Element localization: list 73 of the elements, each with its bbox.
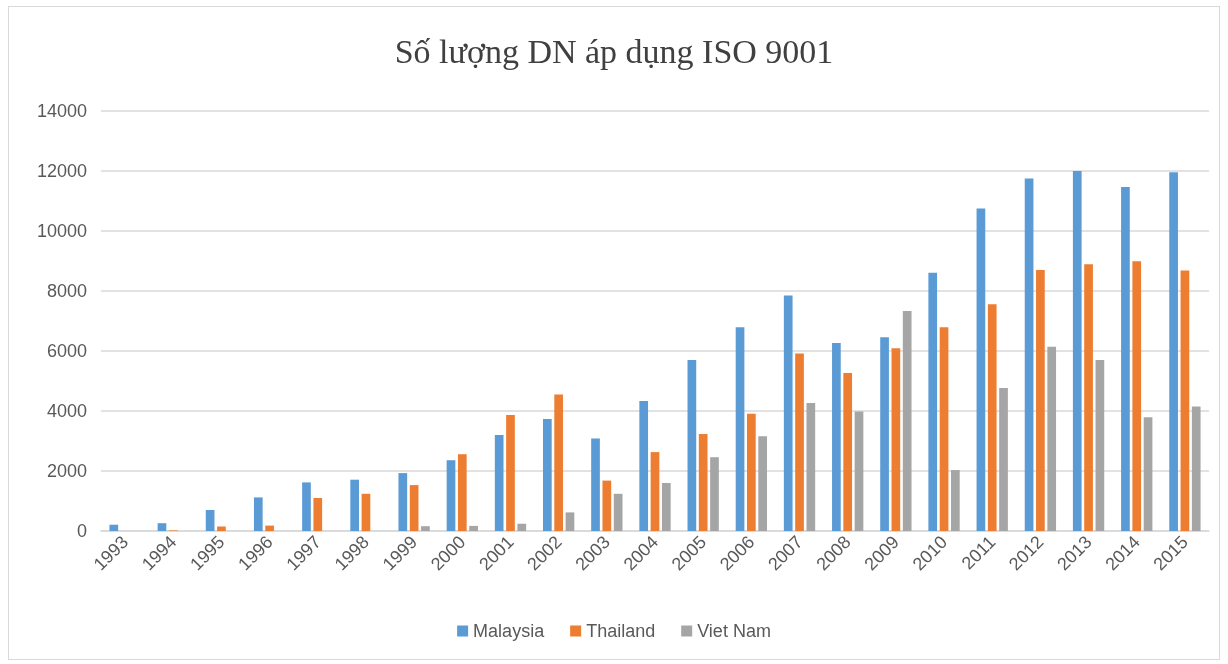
bar bbox=[302, 482, 311, 531]
bar bbox=[565, 512, 575, 531]
bar bbox=[832, 342, 841, 531]
y-tick-label: 6000 bbox=[46, 341, 87, 361]
bar bbox=[313, 498, 323, 531]
bar bbox=[1024, 178, 1034, 531]
bar bbox=[1121, 186, 1130, 531]
bar bbox=[350, 479, 359, 531]
bar bbox=[554, 394, 563, 531]
bar bbox=[843, 372, 853, 531]
bar bbox=[157, 523, 167, 531]
bar bbox=[361, 493, 371, 531]
bar bbox=[710, 457, 719, 531]
bar bbox=[661, 483, 671, 531]
bar bbox=[469, 525, 478, 531]
y-tick-label: 10000 bbox=[36, 221, 87, 241]
bar bbox=[783, 295, 793, 531]
bar bbox=[1143, 417, 1153, 531]
legend-label: Thailand bbox=[586, 621, 656, 641]
bar bbox=[446, 460, 456, 531]
bar bbox=[398, 473, 408, 531]
bar bbox=[880, 337, 889, 531]
bar bbox=[1169, 172, 1178, 531]
bar bbox=[987, 304, 997, 531]
bar bbox=[217, 526, 226, 531]
bar bbox=[687, 360, 697, 531]
bar bbox=[639, 401, 649, 531]
bar bbox=[854, 411, 864, 531]
bar bbox=[494, 435, 504, 531]
bar bbox=[591, 438, 600, 531]
bar bbox=[698, 434, 708, 531]
bar bbox=[891, 348, 901, 531]
bar bbox=[1047, 346, 1057, 531]
bar bbox=[758, 436, 767, 531]
bar bbox=[735, 327, 745, 531]
bar bbox=[999, 387, 1008, 531]
bar bbox=[613, 493, 623, 531]
bar bbox=[1072, 171, 1082, 531]
bar bbox=[421, 526, 430, 531]
bar bbox=[253, 497, 263, 531]
bar bbox=[928, 272, 938, 531]
bar bbox=[1084, 264, 1093, 531]
bar bbox=[602, 480, 612, 531]
y-tick-label: 14000 bbox=[36, 101, 87, 121]
bar bbox=[1095, 360, 1105, 531]
bar bbox=[1132, 261, 1142, 531]
y-tick-label: 4000 bbox=[46, 401, 87, 421]
bar bbox=[650, 452, 660, 531]
bar bbox=[457, 454, 467, 531]
bar bbox=[517, 523, 527, 531]
y-tick-label: 8000 bbox=[46, 281, 87, 301]
bar bbox=[747, 413, 756, 531]
bar bbox=[543, 419, 552, 531]
bar bbox=[109, 524, 119, 531]
bar bbox=[1180, 270, 1190, 531]
bar bbox=[1191, 406, 1201, 531]
bar bbox=[506, 414, 515, 531]
bar bbox=[1036, 270, 1045, 531]
bar bbox=[951, 470, 960, 531]
bar bbox=[976, 208, 986, 531]
bar bbox=[806, 402, 816, 531]
legend-label: Viet Nam bbox=[697, 621, 771, 641]
bar bbox=[205, 510, 215, 531]
y-tick-label: 0 bbox=[76, 521, 87, 541]
bar bbox=[939, 327, 949, 531]
legend-label: Malaysia bbox=[473, 621, 546, 641]
bar bbox=[409, 485, 419, 531]
bar bbox=[795, 353, 804, 531]
chart-title: Số lượng DN áp dụng ISO 9001 bbox=[394, 32, 834, 70]
bar bbox=[902, 311, 912, 531]
y-tick-label: 12000 bbox=[36, 161, 87, 181]
bar bbox=[265, 525, 274, 531]
y-tick-label: 2000 bbox=[46, 461, 87, 481]
